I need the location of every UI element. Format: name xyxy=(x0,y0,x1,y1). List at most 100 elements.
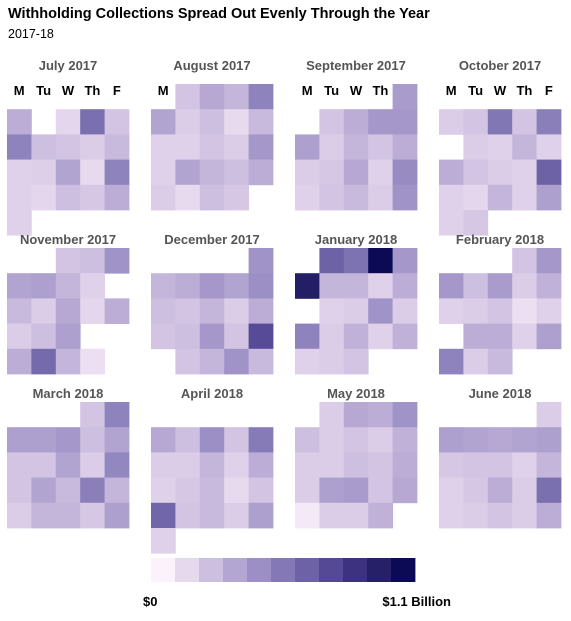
day-cell xyxy=(224,477,249,504)
day-cell xyxy=(343,323,369,350)
day-cell xyxy=(512,109,537,135)
day-cell xyxy=(463,323,489,350)
weekday-label: Tu xyxy=(36,83,51,98)
day-cell xyxy=(175,298,201,324)
day-cell xyxy=(536,134,562,160)
day-cell xyxy=(151,109,176,135)
day-cell xyxy=(343,159,369,186)
day-cell xyxy=(55,298,81,324)
day-cell xyxy=(7,134,32,160)
day-cell xyxy=(104,109,130,135)
legend-swatch xyxy=(271,558,296,582)
month-panel: June 2018 xyxy=(439,386,562,529)
day-cell xyxy=(368,159,393,186)
day-cell xyxy=(224,109,249,135)
day-cell xyxy=(224,348,249,375)
legend-max-label: $1.1 Billion xyxy=(382,594,451,609)
day-cell xyxy=(463,452,489,478)
day-cell xyxy=(487,184,513,211)
month-panel: July 2017 M Tu W Th F xyxy=(7,58,130,236)
day-cell xyxy=(175,427,201,453)
day-cell xyxy=(199,323,225,350)
day-cell xyxy=(55,184,81,211)
month-label: March 2018 xyxy=(33,386,104,401)
day-cell xyxy=(55,427,81,453)
day-cell xyxy=(463,159,489,186)
weekday-label: Th xyxy=(372,83,388,98)
day-cell xyxy=(224,134,249,160)
day-cell xyxy=(199,273,225,299)
day-cell xyxy=(463,273,489,299)
day-cell xyxy=(80,427,105,453)
day-cell xyxy=(368,248,393,274)
day-cell xyxy=(55,134,81,160)
day-cell xyxy=(31,502,57,529)
day-cell xyxy=(104,159,130,186)
day-cell xyxy=(175,184,201,211)
day-cell xyxy=(7,273,32,299)
month-panel: March 2018 xyxy=(7,386,130,529)
month-panel: November 2017 xyxy=(7,232,130,375)
day-cell xyxy=(104,452,130,478)
day-cell xyxy=(295,452,320,478)
day-cell xyxy=(224,298,249,324)
month-panel: April 2018 xyxy=(151,386,274,554)
day-cell xyxy=(487,134,513,160)
day-cell xyxy=(175,134,201,160)
day-cell xyxy=(175,348,201,375)
day-cell xyxy=(536,452,562,478)
month-label: August 2017 xyxy=(173,58,250,73)
day-cell xyxy=(248,298,274,324)
day-cell xyxy=(463,210,489,236)
day-cell xyxy=(368,109,393,135)
day-cell xyxy=(7,452,32,478)
day-cell xyxy=(368,402,393,428)
day-cell xyxy=(343,348,369,375)
day-cell xyxy=(439,348,464,375)
day-cell xyxy=(224,159,249,186)
day-cell xyxy=(343,184,369,211)
day-cell xyxy=(487,273,513,299)
day-cell xyxy=(343,452,369,478)
legend-swatch xyxy=(223,558,248,582)
day-cell xyxy=(439,298,464,324)
weekday-label: Tu xyxy=(324,83,339,98)
month-label: January 2018 xyxy=(315,232,397,247)
day-cell xyxy=(175,477,201,504)
day-cell xyxy=(80,273,105,299)
day-cell xyxy=(512,298,537,324)
day-cell xyxy=(175,502,201,529)
day-cell xyxy=(536,477,562,504)
day-cell xyxy=(319,402,345,428)
legend-swatch xyxy=(367,558,392,582)
day-cell xyxy=(175,452,201,478)
day-cell xyxy=(392,402,418,428)
day-cell xyxy=(175,84,201,110)
day-cell xyxy=(368,477,393,504)
day-cell xyxy=(175,323,201,350)
day-cell xyxy=(439,159,464,186)
day-cell xyxy=(7,348,32,375)
day-cell xyxy=(248,159,274,186)
day-cell xyxy=(343,502,369,529)
day-cell xyxy=(248,248,274,274)
day-cell xyxy=(7,159,32,186)
day-cell xyxy=(392,109,418,135)
day-cell xyxy=(248,134,274,160)
day-cell xyxy=(487,427,513,453)
day-cell xyxy=(151,427,176,453)
day-cell xyxy=(439,452,464,478)
day-cell xyxy=(104,184,130,211)
day-cell xyxy=(343,477,369,504)
day-cell xyxy=(104,502,130,529)
weekday-label: W xyxy=(350,83,363,98)
weekday-label: F xyxy=(113,83,121,98)
day-cell xyxy=(151,159,176,186)
day-cell xyxy=(463,109,489,135)
day-cell xyxy=(31,184,57,211)
day-cell xyxy=(343,134,369,160)
day-cell xyxy=(175,159,201,186)
day-cell xyxy=(463,298,489,324)
day-cell xyxy=(31,348,57,375)
